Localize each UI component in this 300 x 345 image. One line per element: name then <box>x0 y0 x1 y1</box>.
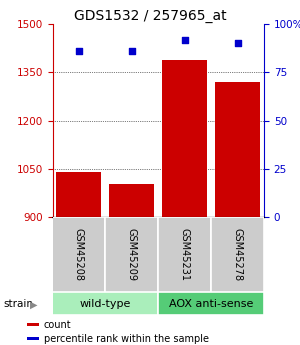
Text: ▶: ▶ <box>30 299 38 309</box>
Bar <box>109 184 154 217</box>
Bar <box>56 172 101 217</box>
Text: percentile rank within the sample: percentile rank within the sample <box>44 334 209 344</box>
Text: AOX anti-sense: AOX anti-sense <box>169 299 253 308</box>
Point <box>235 41 240 46</box>
Point <box>182 37 187 42</box>
Bar <box>158 292 264 315</box>
Text: GSM45208: GSM45208 <box>74 228 84 281</box>
Text: count: count <box>44 320 71 329</box>
Bar <box>27 323 38 326</box>
Text: wild-type: wild-type <box>80 299 131 308</box>
Text: GSM45231: GSM45231 <box>180 228 190 281</box>
Bar <box>162 60 207 217</box>
Bar <box>211 217 264 292</box>
Bar <box>27 337 38 340</box>
Text: GSM45278: GSM45278 <box>232 228 243 281</box>
Text: strain: strain <box>3 299 33 309</box>
Bar <box>52 292 158 315</box>
Text: GSM45209: GSM45209 <box>127 228 137 281</box>
Bar <box>105 217 158 292</box>
Point <box>129 48 134 54</box>
Bar <box>52 217 105 292</box>
Bar <box>215 82 260 217</box>
Text: GDS1532 / 257965_at: GDS1532 / 257965_at <box>74 9 226 23</box>
Bar <box>158 217 211 292</box>
Point <box>76 48 81 54</box>
